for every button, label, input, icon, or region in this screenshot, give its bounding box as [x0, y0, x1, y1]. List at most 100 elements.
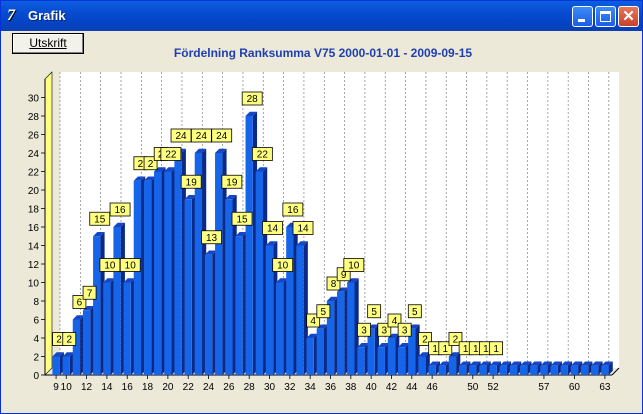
bar-front [469, 365, 477, 375]
bar-front [519, 365, 528, 375]
data-label-text: 13 [206, 233, 218, 244]
data-label-box [377, 322, 392, 337]
bar-top [123, 278, 136, 283]
bar-front [265, 245, 274, 375]
maximize-button[interactable] [595, 6, 616, 27]
bar-front [499, 365, 507, 375]
bar-top [347, 278, 359, 283]
bar-top [337, 287, 349, 292]
bar-front [397, 347, 406, 375]
data-label: 1 [438, 341, 453, 356]
x-tick-label: 10 [61, 382, 73, 393]
data-label: 4 [306, 313, 321, 328]
data-label: 2 [143, 156, 158, 171]
bar [276, 278, 288, 375]
bar-top [225, 195, 237, 200]
data-label-text: 2 [422, 335, 428, 346]
bar-top [479, 361, 491, 366]
bar-top [204, 250, 217, 255]
data-label: 16 [282, 202, 304, 217]
data-label: 16 [109, 202, 131, 217]
print-button-label: Utskrift [29, 36, 67, 50]
x-tick-label: 42 [386, 382, 398, 393]
minimize-button[interactable] [572, 6, 593, 27]
print-button[interactable]: Utskrift [12, 33, 84, 54]
chart-title: Fördelning Ranksumma V75 2000-01-01 - 20… [174, 46, 472, 60]
bar-top [448, 352, 461, 357]
data-label-box [72, 295, 87, 309]
data-label-box [82, 285, 97, 300]
bar-front [580, 365, 589, 375]
data-label: 2 [448, 332, 463, 346]
data-label-box [448, 332, 463, 346]
bar-top [357, 343, 369, 348]
bar-top [387, 333, 400, 338]
bar [357, 343, 369, 375]
bar-top [62, 352, 75, 357]
x-tick-label: 26 [223, 382, 235, 393]
bar-top [52, 352, 64, 357]
bar-top [428, 361, 440, 366]
bar [52, 352, 64, 375]
data-label: 22 [160, 147, 182, 161]
bar [154, 167, 166, 375]
y-tick-label: 26 [28, 131, 40, 142]
x-tick-label: 38 [345, 382, 357, 393]
bar-front [62, 356, 70, 375]
y-tick-label: 6 [33, 316, 39, 327]
data-label-text: 3 [361, 325, 367, 336]
data-label-box [160, 147, 182, 161]
data-label-text: 19 [226, 177, 238, 188]
bar-front [530, 365, 538, 375]
bar-front [489, 365, 497, 375]
bar-top [438, 361, 451, 366]
x-tick-label: 50 [467, 382, 479, 393]
bar-top [540, 361, 552, 366]
bar [347, 278, 359, 375]
bar-top [509, 361, 522, 366]
title-bar[interactable]: 7 Grafik ✕ [1, 1, 642, 31]
data-label-box [306, 313, 321, 328]
bar-front [184, 199, 192, 375]
bar-front [276, 282, 284, 375]
bar [306, 333, 319, 375]
data-label: 3 [397, 322, 412, 337]
bar-front [194, 153, 203, 375]
y-tick-label: 4 [33, 334, 39, 345]
bar-front [52, 356, 60, 375]
data-label-text: 14 [297, 224, 309, 235]
data-label-box [211, 128, 233, 143]
data-label-text: 1 [493, 344, 499, 355]
x-tick-label: 18 [142, 382, 154, 393]
x-tick-label: 14 [101, 382, 113, 393]
x-tick-label: 16 [122, 382, 134, 393]
data-label: 14 [292, 221, 314, 235]
bar-front [123, 282, 131, 375]
bar [397, 343, 410, 375]
y-tick-label: 0 [33, 371, 39, 382]
data-label-box [262, 221, 283, 235]
data-label: 4 [387, 313, 402, 328]
data-label-text: 22 [165, 150, 177, 161]
bar-top [103, 278, 115, 283]
data-label: 19 [221, 174, 243, 189]
data-label-box [62, 332, 77, 346]
data-label: 10 [99, 258, 121, 272]
data-label-box [89, 211, 111, 226]
data-label-text: 8 [331, 279, 337, 290]
data-label-text: 15 [94, 214, 106, 225]
bar-top [245, 111, 258, 116]
data-label-box [438, 341, 453, 356]
bar-front [418, 356, 426, 375]
y-tick-label: 20 [28, 186, 40, 197]
data-label-text: 15 [236, 214, 248, 225]
data-label: 15 [89, 211, 111, 226]
y-tick-label: 22 [28, 168, 40, 179]
bar-top [164, 167, 176, 172]
data-label-text: 2 [138, 159, 144, 170]
close-button[interactable]: ✕ [618, 6, 639, 27]
data-label-text: 1 [432, 344, 438, 355]
bar-top [133, 176, 146, 181]
